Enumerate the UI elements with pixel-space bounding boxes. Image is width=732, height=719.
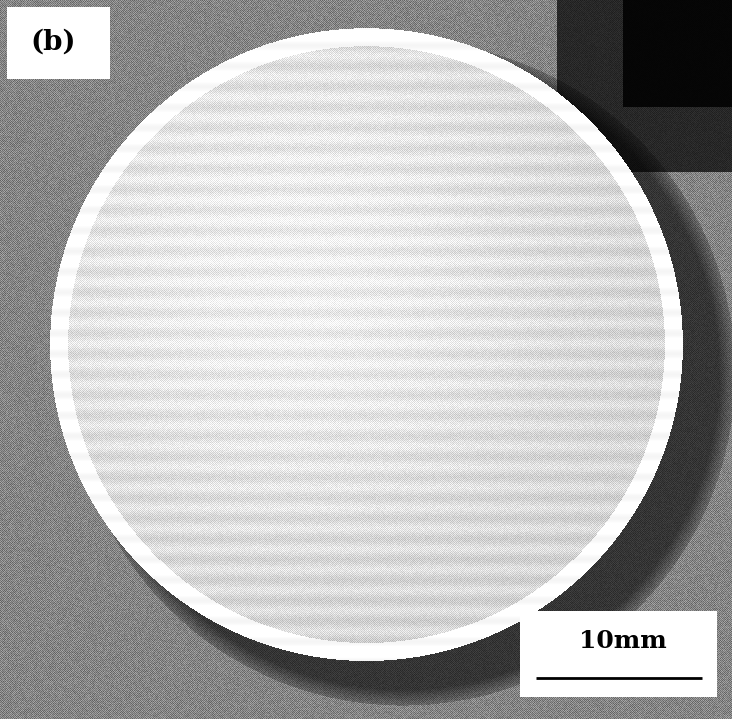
Bar <box>520 611 717 697</box>
Text: 10mm: 10mm <box>578 629 666 654</box>
Text: (b): (b) <box>31 28 76 55</box>
Bar <box>7 7 110 79</box>
